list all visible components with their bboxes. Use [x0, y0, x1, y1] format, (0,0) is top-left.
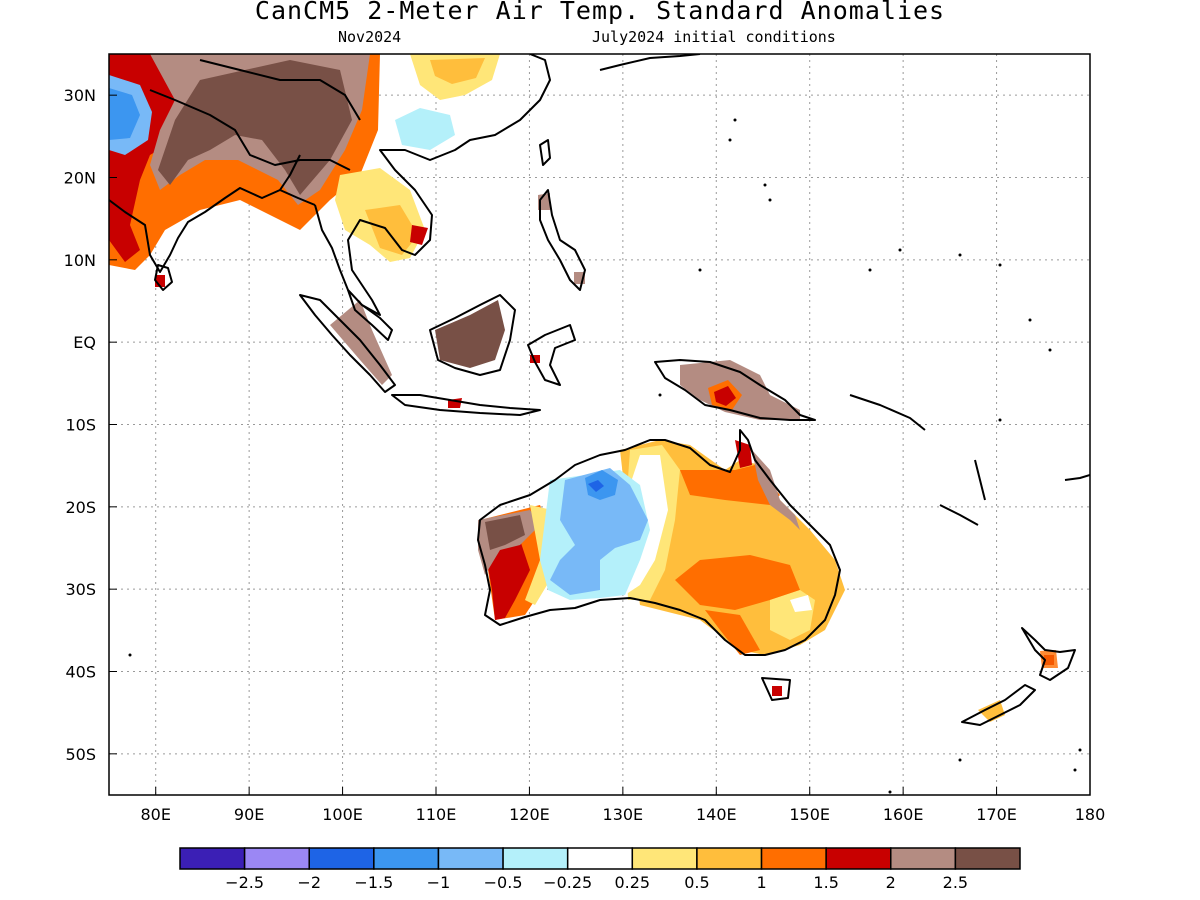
colorbar-swatch	[696, 847, 763, 870]
coast-new-caledonia	[939, 504, 979, 526]
lon-label: 80E	[140, 805, 170, 824]
lat-label: EQ	[73, 333, 96, 352]
anomaly-indochina-orange	[365, 205, 418, 255]
coast-sumatra	[299, 294, 396, 393]
coast-taiwan	[539, 139, 551, 166]
colorbar-tick-label: −0.5	[484, 873, 523, 892]
anomaly-australia-se-orange	[675, 555, 800, 610]
lat-label: 30S	[65, 580, 96, 599]
anomaly-australia-west-red	[485, 540, 530, 620]
colorbar-tick-label: 0.5	[684, 873, 709, 892]
colorbar-tick-label: −2.5	[225, 873, 264, 892]
small-islands	[128, 118, 1082, 794]
anomaly-china-cold	[395, 108, 455, 150]
anomaly-australia-north-orange	[680, 465, 780, 505]
lat-label: 20N	[64, 169, 96, 188]
anomaly-china-orange	[430, 58, 485, 84]
colorbar-swatch	[954, 847, 1021, 870]
lon-label: 110E	[416, 805, 457, 824]
anomaly-tibet-dark	[158, 60, 352, 195]
coast-australia	[477, 429, 841, 656]
colorbar-tick-label: 1.5	[813, 873, 838, 892]
coast-mainland-border	[199, 59, 361, 121]
colorbar-swatch	[760, 847, 827, 870]
lat-label: 50S	[65, 745, 96, 764]
lon-label: 170E	[976, 805, 1017, 824]
lon-label: 130E	[603, 805, 644, 824]
anomaly-australia-west-dark	[485, 515, 525, 550]
anomaly-png-brown	[680, 360, 800, 420]
colorbar-swatch	[179, 847, 246, 870]
coast-new-guinea	[654, 359, 816, 421]
coast-malay	[347, 289, 393, 341]
colorbar-tick-label: 1	[756, 873, 766, 892]
coast-tasmania	[761, 677, 791, 701]
coast-nz-north	[1021, 627, 1076, 681]
anomaly-australia-south-orange	[705, 610, 760, 655]
anomaly-png-red	[714, 386, 736, 406]
map-title: CanCM5 2-Meter Air Temp. Standard Anomal…	[254, 0, 946, 25]
colorbar-swatch	[373, 847, 440, 870]
colorbar-swatch	[890, 847, 957, 870]
anomaly-arabian-blue	[109, 88, 140, 140]
coast-philippines	[539, 189, 586, 291]
colorbar-tick-label: −2	[297, 873, 321, 892]
coast-sulawesi	[527, 324, 576, 386]
colorbar-labels: −2.5 −2 −1.5 −1 −0.5 −0.25 0.25 0.5 1 1.5 2 2.5	[225, 873, 968, 892]
coast-tibet-border	[149, 89, 351, 171]
coast-vanuatu	[974, 459, 986, 501]
lon-label: 140E	[696, 805, 737, 824]
colorbar-swatch	[566, 847, 634, 870]
anomaly-cape-york-brown	[752, 450, 800, 530]
colorbar-swatch	[308, 847, 375, 870]
colorbar	[179, 847, 1021, 870]
lat-label: 30N	[64, 86, 96, 105]
anomaly-australia-cold-center	[588, 480, 604, 492]
lon-label: 160E	[883, 805, 924, 824]
colorbar-tick-label: −1.5	[354, 873, 393, 892]
colorbar-tick-label: 2	[886, 873, 896, 892]
longitude-labels: 80E 90E 100E 110E 120E 130E 140E 150E 160E 170E 18…	[140, 787, 1105, 824]
coast-sri-lanka	[154, 264, 173, 291]
colorbar-tick-label: 2.5	[943, 873, 968, 892]
initial-conditions-label: July2024 initial conditions	[592, 28, 836, 46]
latitude-labels: 30N 20N 10N EQ 10S 20S 30S 40S 50S	[64, 86, 117, 764]
coast-japan	[599, 54, 701, 71]
lon-label: 90E	[234, 805, 264, 824]
colorbar-swatch	[502, 847, 569, 870]
plot-area	[109, 54, 1090, 795]
colorbar-tick-label: 0.25	[614, 873, 650, 892]
colorbar-swatch	[243, 847, 310, 870]
target-month-label: Nov2024	[338, 28, 402, 46]
lat-label: 40S	[65, 663, 96, 682]
anomaly-shading	[109, 54, 1058, 722]
coast-nz-south	[961, 684, 1036, 726]
anomaly-indochina-red	[410, 225, 428, 245]
lon-label: 180	[1075, 805, 1106, 824]
lon-label: 150E	[789, 805, 830, 824]
lat-label: 10S	[65, 416, 96, 435]
lat-label: 20S	[65, 498, 96, 517]
lon-label: 120E	[509, 805, 550, 824]
coast-solomons	[849, 394, 926, 431]
colorbar-tick-label: −1	[427, 873, 451, 892]
anomaly-tasmania-red	[772, 686, 782, 696]
anomaly-australia-se-white	[790, 595, 812, 612]
lon-label: 100E	[322, 805, 363, 824]
coast-india	[109, 187, 316, 273]
anomaly-australia-cold	[550, 468, 648, 595]
colorbar-swatch	[437, 847, 504, 870]
lat-label: 10N	[64, 251, 96, 270]
anomaly-borneo-dark	[435, 300, 505, 368]
colorbar-tick-label: −0.25	[543, 873, 592, 892]
coast-java	[391, 394, 541, 416]
coast-fiji	[1064, 474, 1090, 481]
colorbar-swatch	[631, 847, 698, 870]
coast-borneo	[429, 294, 516, 376]
coastlines	[109, 54, 1090, 726]
colorbar-swatch	[825, 847, 892, 870]
